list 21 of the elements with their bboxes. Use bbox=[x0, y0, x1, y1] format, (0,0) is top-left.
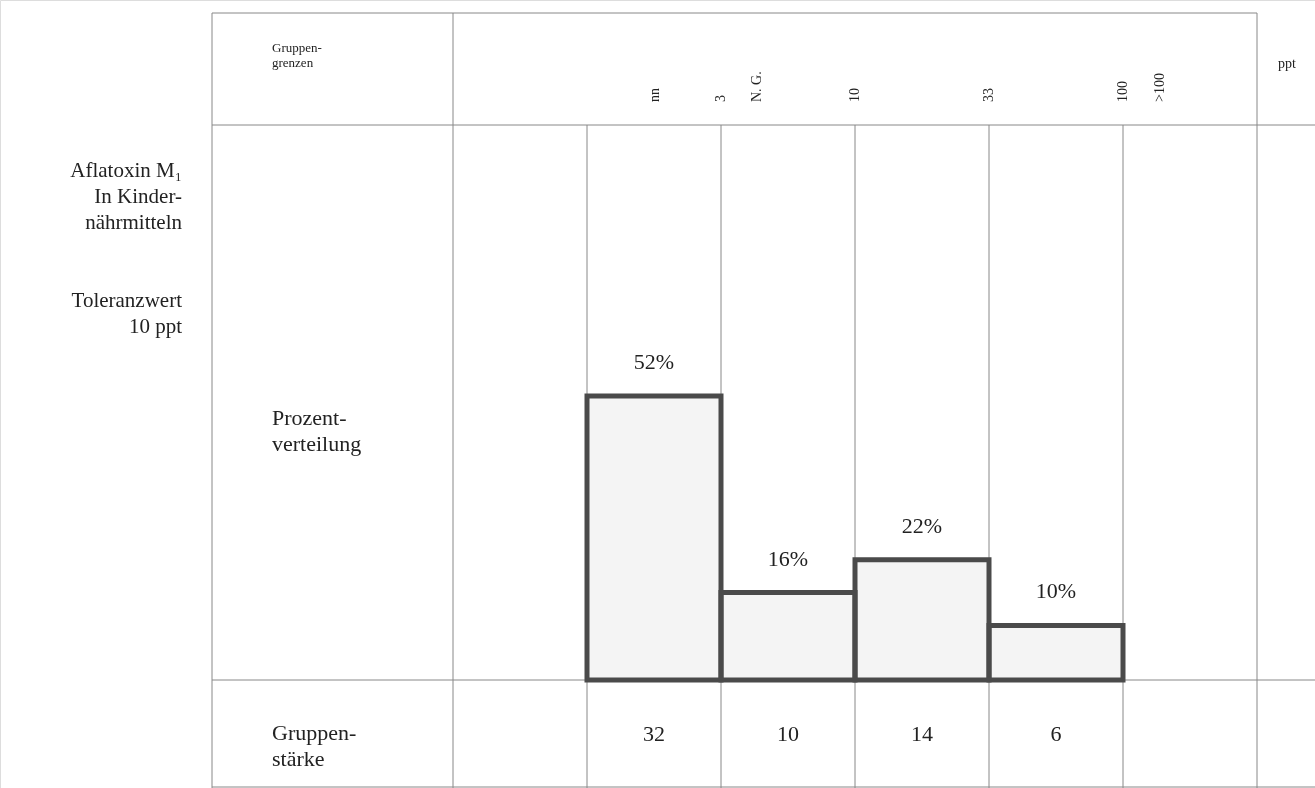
text: 10 bbox=[777, 721, 799, 746]
text: 32 bbox=[643, 721, 665, 746]
text: Prozent- verteilung bbox=[272, 405, 362, 456]
text: ppt bbox=[1278, 56, 1296, 71]
text: 3 bbox=[713, 95, 728, 102]
text: >100 bbox=[1152, 73, 1167, 102]
text: 10 bbox=[847, 88, 862, 102]
text: N. G. bbox=[749, 71, 764, 102]
text: 33 bbox=[981, 88, 996, 102]
data-label: 16% bbox=[767, 545, 809, 571]
data-label: 10% bbox=[1035, 578, 1077, 604]
text: 100 bbox=[1115, 81, 1130, 102]
text: 6 bbox=[1050, 721, 1062, 746]
text: Gruppen- stärke bbox=[272, 720, 357, 771]
data-label: 52% bbox=[633, 349, 675, 374]
text: Aflatoxin M₁ In Kinder- nährmitteln bbox=[70, 158, 183, 234]
text: Gruppen- grenzen bbox=[272, 40, 322, 70]
data-label: 22% bbox=[901, 512, 943, 538]
text: nn bbox=[647, 88, 662, 102]
text: Toleranzwert 10 ppt bbox=[71, 288, 183, 338]
text: 14 bbox=[911, 721, 933, 746]
